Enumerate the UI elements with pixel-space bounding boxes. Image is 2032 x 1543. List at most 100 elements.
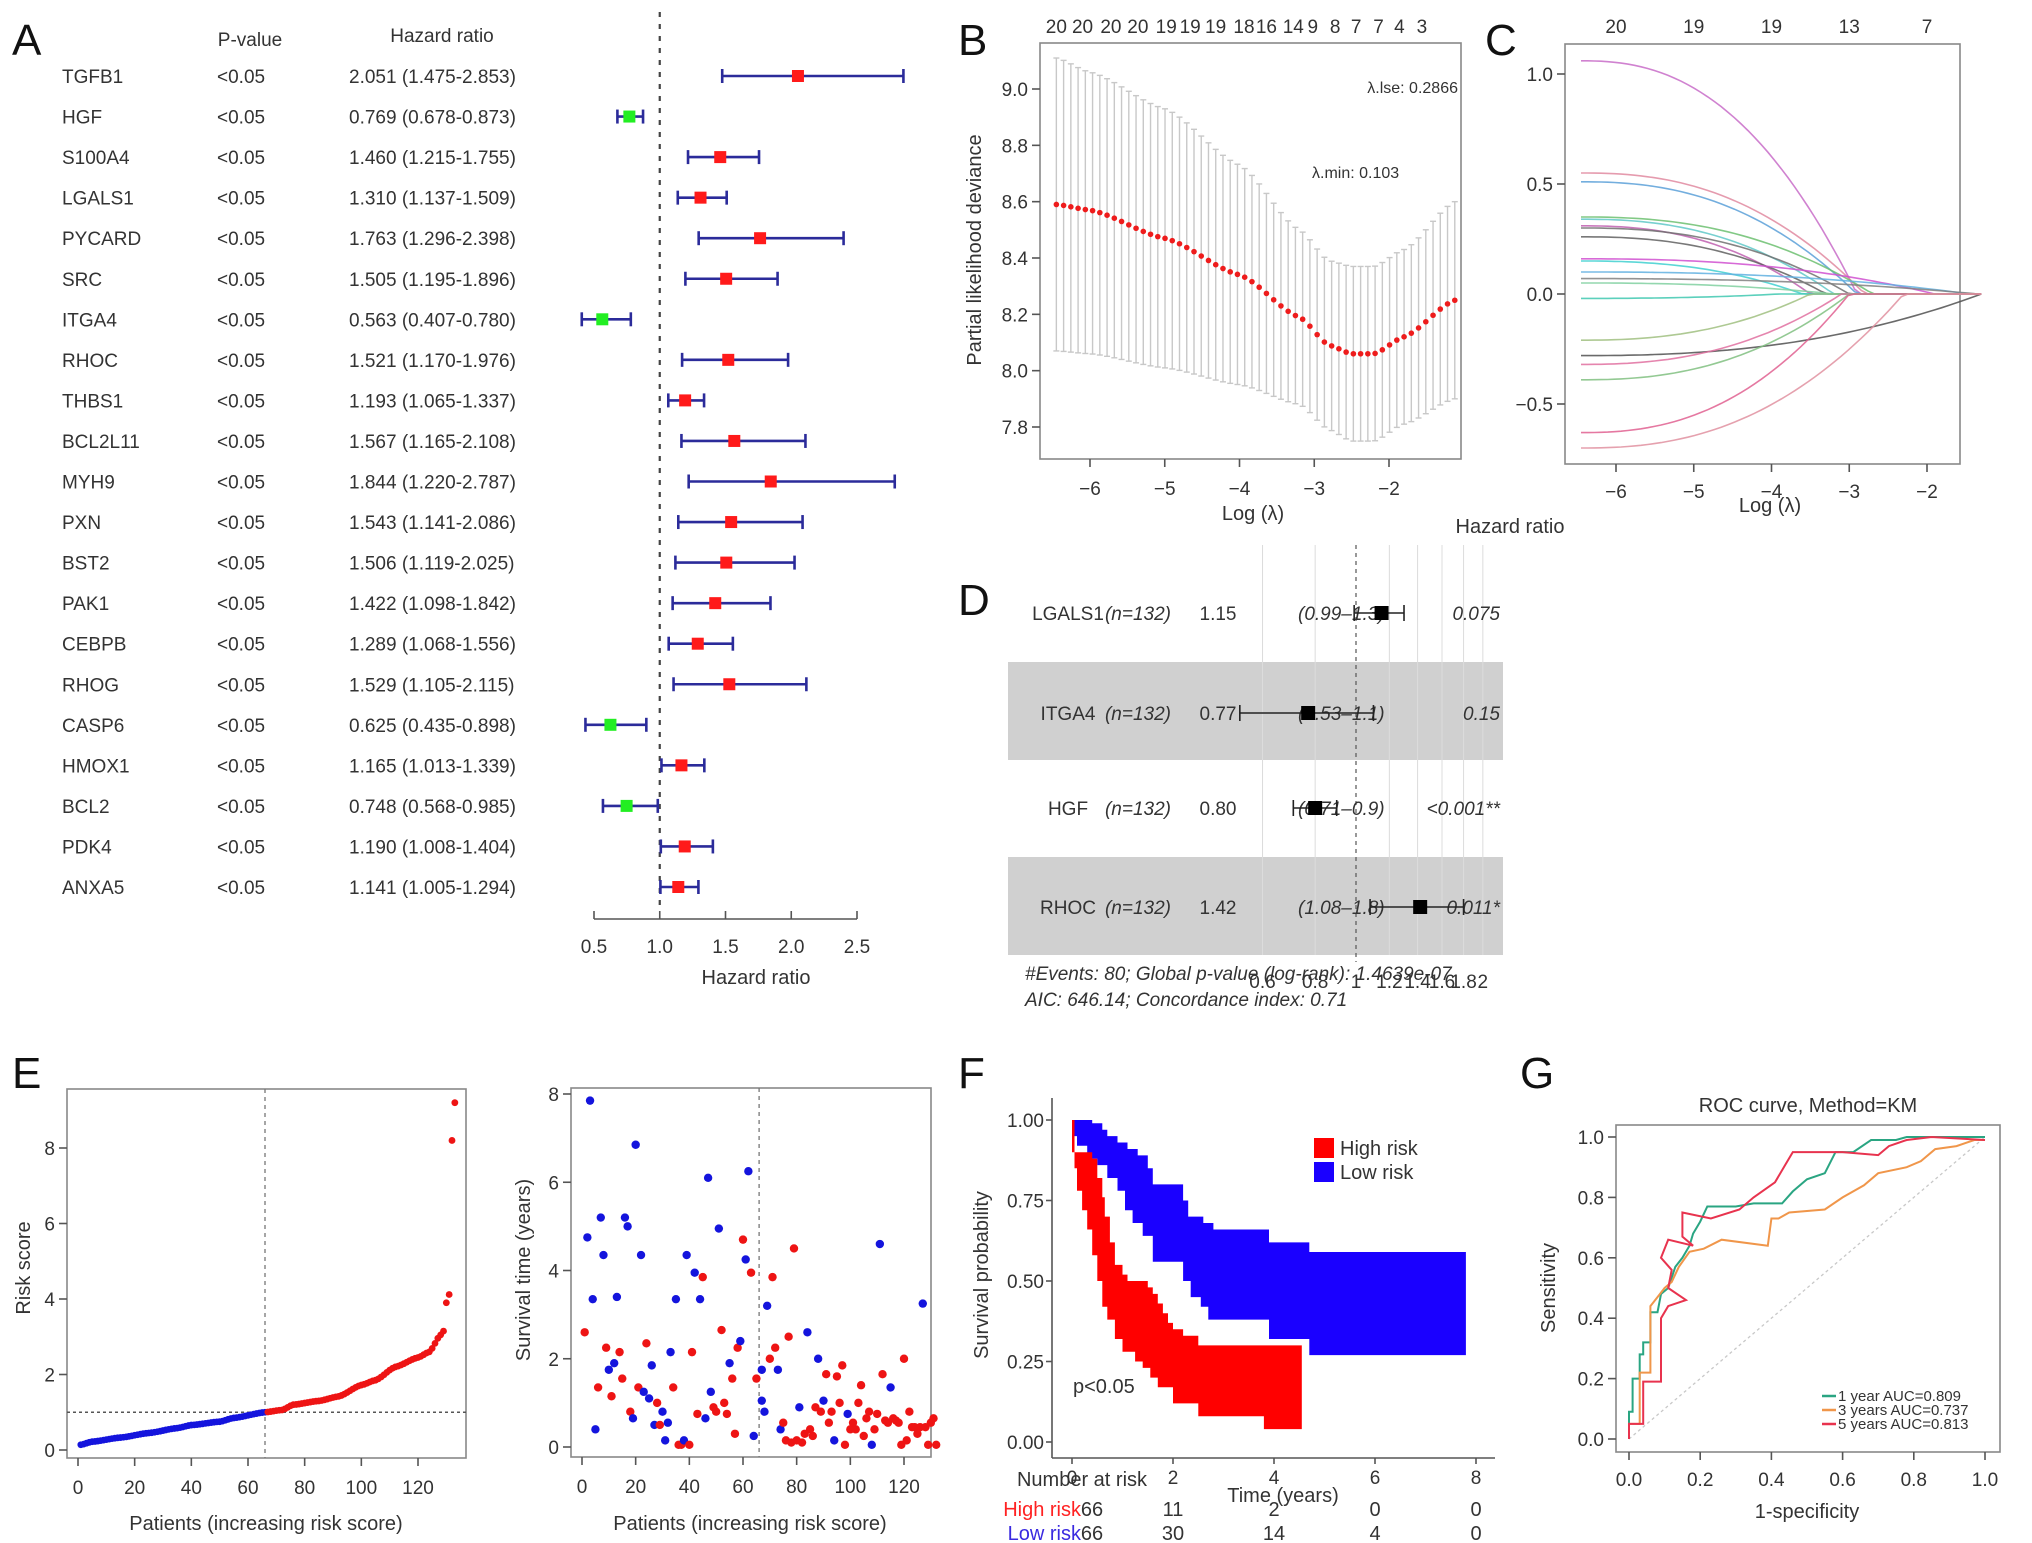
x-tick-label: −5	[1154, 479, 1176, 500]
x-tick-label: 1.0	[647, 937, 673, 958]
x-tick-label: 1	[1351, 972, 1362, 993]
y-tick-label: 0.5	[1527, 175, 1553, 196]
x-tick-label: 1.4	[1404, 972, 1431, 993]
pvalue-cell: <0.05	[217, 554, 265, 575]
dead-point	[765, 1354, 775, 1363]
hr-ci-cell: 1.521 (1.170-1.976)	[349, 351, 516, 372]
dead-point	[738, 1235, 748, 1244]
alive-point	[610, 1358, 619, 1368]
gene-label: BCL2L11	[62, 432, 140, 453]
hr-ci-cell: 0.563 (0.407-0.780)	[349, 310, 516, 331]
alive-point	[886, 1383, 895, 1392]
coefficient-path	[1581, 236, 1982, 295]
coefficient-path	[1581, 293, 1982, 449]
alive-point	[714, 1224, 724, 1233]
pvalue-cell: <0.05	[217, 310, 265, 331]
dead-point	[580, 1328, 589, 1337]
hr-cell: 1.42	[1200, 898, 1237, 919]
x-tick-label: 80	[786, 1477, 807, 1498]
panel-b-cv-deviance: Log (λ) Partial likelihood deviance λ.ls…	[964, 17, 1462, 525]
hr-point	[691, 637, 704, 650]
deviance-point	[1314, 331, 1320, 338]
dead-point	[722, 1409, 732, 1419]
hr-point	[678, 840, 691, 853]
coefficient-path	[1581, 293, 1982, 366]
x-tick-label: −3	[1838, 482, 1860, 503]
top-axis-label: 20	[1046, 17, 1067, 38]
hr-point	[604, 718, 617, 731]
model-footer-line-1: #Events: 80; Global p-value (log-rank): …	[1025, 964, 1453, 985]
y-tick-label: 0.2	[1578, 1370, 1604, 1391]
gene-label: CEBPB	[62, 635, 126, 656]
x-tick-label: 120	[888, 1477, 920, 1498]
hr-point	[725, 516, 738, 529]
pvalue-cell: <0.05	[217, 473, 265, 494]
risk-point-outlier	[448, 1137, 456, 1144]
y-tick-label: 0	[548, 1438, 559, 1459]
x-tick-label: 2.0	[778, 937, 804, 958]
legend-label: 1 year AUC=0.809	[1838, 1388, 1961, 1405]
risk-table-count: 66	[1081, 1499, 1103, 1521]
deviance-point	[1133, 225, 1139, 232]
deviance-point	[1154, 233, 1161, 240]
dead-point	[859, 1431, 868, 1441]
hr-point	[1374, 606, 1389, 620]
risk-point-outlier	[451, 1099, 459, 1107]
pvalue-cell: <0.001**	[1427, 799, 1501, 820]
panel-a-xlabel: Hazard ratio	[702, 967, 811, 989]
risk-table-count: 4	[1369, 1523, 1380, 1543]
alive-point	[647, 1361, 656, 1370]
dead-point	[607, 1392, 616, 1401]
y-tick-label: 0.8	[1578, 1188, 1604, 1209]
x-tick-label: 100	[345, 1478, 377, 1499]
deviance-point	[1350, 350, 1357, 357]
x-tick-label: −3	[1303, 479, 1325, 500]
hr-point	[679, 394, 692, 407]
deviance-point	[1220, 265, 1226, 272]
alive-point	[875, 1239, 885, 1249]
hr-point	[728, 434, 741, 447]
alive-point	[843, 1409, 852, 1419]
y-tick-label: 0	[44, 1441, 55, 1462]
dead-point	[797, 1438, 807, 1447]
legend-label-high-risk: High risk	[1340, 1138, 1419, 1160]
hr-point	[620, 799, 633, 812]
deviance-point	[1249, 278, 1255, 285]
deviance-point	[1060, 202, 1067, 209]
alive-point	[636, 1250, 646, 1260]
panel-letter-b: B	[958, 16, 987, 65]
x-tick-label: 2.5	[844, 937, 870, 958]
panel-f-ylabel: Survival probability	[971, 1191, 993, 1359]
panel-letter-a: A	[12, 16, 42, 65]
deviance-point	[1307, 323, 1313, 329]
alive-point	[725, 1358, 734, 1368]
x-tick-label: 2	[1478, 972, 1489, 993]
panel-d-title: Hazard ratio	[1456, 516, 1565, 538]
dead-point	[593, 1383, 603, 1392]
pvalue-cell: <0.05	[217, 756, 265, 777]
alive-point	[599, 1250, 608, 1260]
hr-point	[1308, 801, 1323, 815]
hr-ci-cell: 1.460 (1.215-1.755)	[349, 148, 516, 169]
alive-point	[628, 1414, 638, 1423]
gene-label: BST2	[62, 554, 110, 575]
alive-point	[706, 1387, 715, 1397]
top-axis-label: 19	[1205, 17, 1226, 38]
dead-point	[711, 1407, 721, 1416]
risk-point	[428, 1344, 436, 1352]
hr-ci-cell: 0.748 (0.568-0.985)	[349, 797, 516, 818]
dead-point	[652, 1398, 662, 1408]
x-tick-label: 1.8	[1450, 972, 1476, 993]
x-tick-label: 2	[1168, 1468, 1179, 1489]
alive-point	[644, 1394, 654, 1403]
hr-ci-cell: 0.625 (0.435-0.898)	[349, 716, 516, 737]
gene-label: THBS1	[62, 391, 123, 412]
deviance-point	[1365, 350, 1371, 357]
x-tick-label: −2	[1916, 482, 1938, 503]
dead-point	[655, 1420, 665, 1430]
panel-d-multivariate-forest: Hazard ratio #Events: 80; Global p-value…	[1008, 516, 1564, 1011]
dead-point	[693, 1409, 702, 1419]
y-tick-label: 8	[548, 1085, 559, 1106]
deviance-point	[1053, 201, 1060, 208]
x-tick-label: 20	[124, 1478, 145, 1499]
